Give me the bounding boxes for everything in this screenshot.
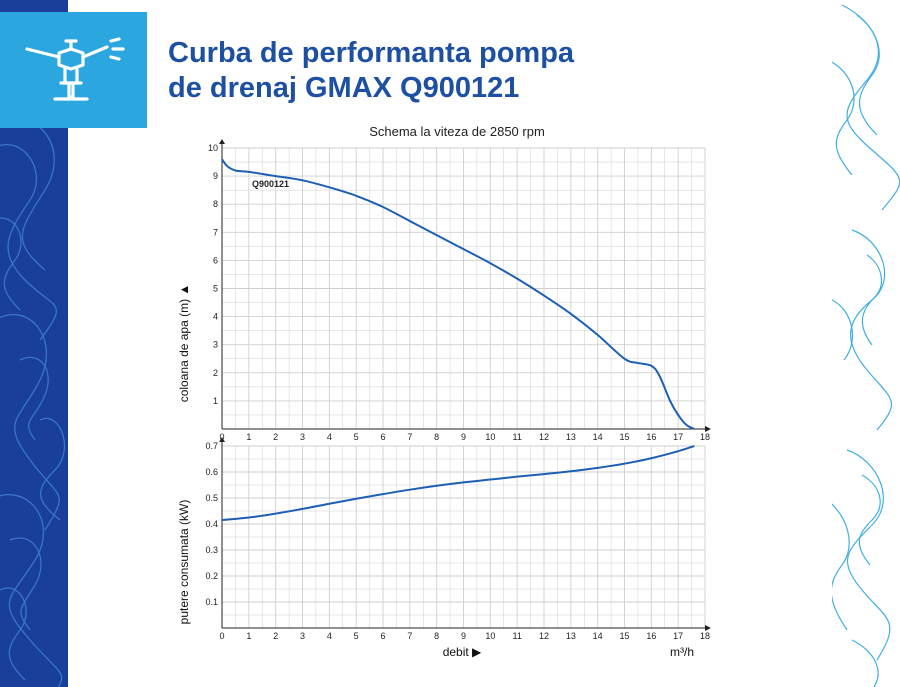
x-axis-arrow [705,426,711,432]
y-tick-label: 0.7 [205,441,218,451]
x-tick-label: 4 [327,631,332,641]
y-tick-label: 0.6 [205,467,218,477]
x-tick-label: 9 [461,631,466,641]
x-tick-label: 13 [566,631,576,641]
x-tick-label: 15 [619,432,629,442]
x-tick-label: 4 [327,432,332,442]
chart-subtitle: Schema la viteza de 2850 rpm [369,124,545,139]
y-axis-arrow [219,139,225,144]
head-curve-q900121 [221,158,695,430]
x-tick-label: 14 [593,631,603,641]
y-tick-label: 8 [213,199,218,209]
performance-chart: Schema la viteza de 2850 rpm 01234567891… [177,124,711,659]
x-tick-label: 7 [407,631,412,641]
top-y-axis-label: coloana de apa (m) ▲ [177,284,191,403]
x-tick-label: 17 [673,631,683,641]
y-tick-label: 0.3 [205,545,218,555]
x-tick-label: 9 [461,432,466,442]
x-tick-label: 12 [539,631,549,641]
x-tick-label: 5 [354,631,359,641]
x-tick-label: 18 [700,432,710,442]
x-axis-arrow [705,625,711,631]
top-chart-grid [219,139,711,432]
y-tick-label: 5 [213,284,218,294]
x-tick-label: 10 [485,432,495,442]
x-tick-label: 3 [300,631,305,641]
series-label-q900121: Q900121 [252,179,289,189]
x-tick-label: 16 [646,432,656,442]
y-tick-label: 7 [213,227,218,237]
x-tick-label: 10 [485,631,495,641]
page-title-line-1: Curba de performanta pompa [168,37,575,69]
y-axis-arrow [219,437,225,442]
x-tick-label: 3 [300,432,305,442]
bottom-y-axis-label: putere consumata (kW) [177,500,191,625]
x-tick-label: 11 [512,631,521,641]
x-tick-label: 12 [539,432,549,442]
x-tick-label: 0 [219,631,224,641]
x-tick-label: 13 [566,432,576,442]
sprinkler-icon [19,27,129,114]
y-tick-label: 0.4 [205,519,218,529]
x-tick-label: 17 [673,432,683,442]
x-tick-label: 18 [700,631,710,641]
y-tick-label: 4 [213,312,218,322]
x-tick-label: 5 [354,432,359,442]
y-tick-label: 2 [213,368,218,378]
page-title: Curba de performanta pompa de drenaj GMA… [168,36,768,106]
y-tick-label: 1 [213,396,218,406]
right-decorative-band [832,0,900,687]
bottom-chart-ticks: 0 1 2 3 4 5 6 7 8 9 10 11 12 13 14 15 16 17 180.10.20.30.4… [205,441,710,641]
x-tick-label: 15 [619,631,629,641]
contour-pattern-right [832,4,900,687]
x-tick-label: 2 [273,631,278,641]
bottom-chart-grid [219,437,711,631]
y-tick-label: 6 [213,255,218,265]
x-axis-label: debit ▶ [443,645,482,659]
y-tick-label: 10 [208,143,218,153]
y-tick-label: 0.1 [205,597,218,607]
y-tick-label: 3 [213,340,218,350]
power-curve [221,445,695,522]
y-tick-label: 0.5 [205,493,218,503]
icon-box [0,12,147,128]
x-tick-label: 8 [434,631,439,641]
y-tick-label: 0.2 [205,571,218,581]
x-tick-label: 14 [593,432,603,442]
x-tick-label: 1 [246,432,251,442]
x-tick-label: 6 [380,631,385,641]
x-axis-unit: m³/h [670,645,694,659]
x-tick-label: 7 [407,432,412,442]
x-tick-label: 16 [646,631,656,641]
x-tick-label: 2 [273,432,278,442]
x-tick-label: 11 [512,432,521,442]
y-tick-label: 9 [213,171,218,181]
x-tick-label: 8 [434,432,439,442]
x-tick-label: 1 [246,631,251,641]
page-title-line-2: de drenaj GMAX Q900121 [168,72,520,104]
x-tick-label: 6 [380,432,385,442]
top-chart-ticks: 012345678910111213141516171812345678910 [208,143,710,442]
